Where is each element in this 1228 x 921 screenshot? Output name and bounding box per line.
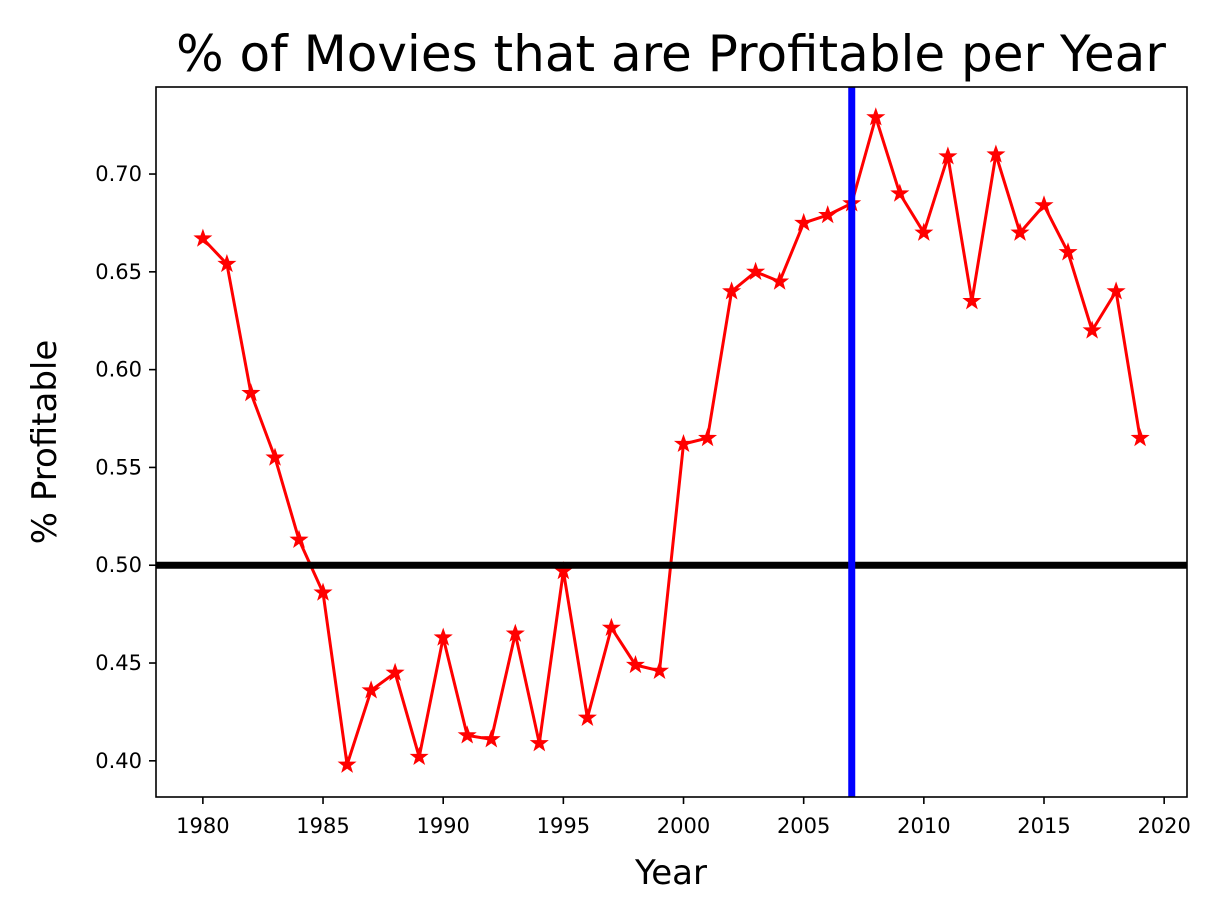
- data-point-star: [649, 660, 670, 679]
- data-point-star: [505, 623, 525, 642]
- y-tick-label: 0.70: [95, 162, 142, 186]
- data-point-star: [1034, 195, 1054, 214]
- y-tick-label: 0.65: [95, 260, 142, 284]
- data-point-star: [962, 291, 982, 310]
- data-point-star: [866, 107, 886, 126]
- x-tick-label: 2005: [777, 814, 830, 838]
- y-tick-label: 0.50: [95, 553, 142, 577]
- data-point-star: [601, 617, 621, 636]
- data-point-star: [986, 144, 1006, 163]
- x-tick-label: 2000: [657, 814, 710, 838]
- data-point-star: [577, 707, 597, 726]
- data-point-star: [265, 447, 285, 466]
- data-point-star: [818, 205, 838, 224]
- data-point-star: [289, 529, 309, 548]
- data-point-star: [722, 281, 742, 300]
- y-tick-label: 0.60: [95, 358, 142, 382]
- x-tick-label: 2015: [1017, 814, 1070, 838]
- x-tick-label: 1990: [416, 814, 469, 838]
- y-tick-label: 0.45: [95, 651, 142, 675]
- y-tick-label: 0.40: [95, 749, 142, 773]
- data-point-star: [193, 228, 213, 247]
- data-point-star: [746, 261, 766, 280]
- y-axis-label: % Profitable: [25, 340, 65, 545]
- data-point-star: [673, 433, 694, 453]
- data-point-star: [938, 146, 958, 165]
- x-tick-label: 2020: [1137, 814, 1190, 838]
- data-point-star: [529, 733, 549, 752]
- x-tick-label: 1995: [537, 814, 590, 838]
- data-point-star: [361, 680, 381, 699]
- x-tick-label: 1980: [176, 814, 229, 838]
- data-point-star: [337, 754, 357, 773]
- data-point-star: [433, 627, 453, 646]
- data-point-star: [1058, 242, 1078, 261]
- data-point-star: [457, 725, 477, 744]
- series-line: [201, 115, 1142, 767]
- axes-frame: [155, 86, 1188, 798]
- plot-area: 1980 1985 1990 1995 2000 2005 2010 2015 2020 0.40…: [95, 86, 1191, 838]
- data-point-star: [890, 183, 910, 202]
- data-point-star: [313, 582, 333, 601]
- chart-title: % of Movies that are Profitable per Year: [176, 25, 1166, 83]
- data-point-star: [625, 654, 645, 674]
- data-point-star: [385, 662, 405, 681]
- y-tick-label: 0.55: [95, 455, 142, 479]
- data-point-star: [770, 271, 790, 290]
- data-point-star: [217, 253, 237, 273]
- data-point-star: [481, 729, 501, 748]
- data-point-star: [409, 746, 429, 766]
- data-point-star: [241, 383, 261, 402]
- data-point-star: [1130, 428, 1150, 447]
- data-point-star: [1106, 281, 1126, 300]
- data-point-star: [1010, 222, 1030, 241]
- data-point-star: [914, 222, 934, 241]
- data-point-star: [1082, 320, 1102, 339]
- x-tick-label: 1985: [296, 814, 349, 838]
- data-point-star: [698, 428, 718, 447]
- x-axis-label: Year: [634, 853, 707, 893]
- x-tick-label: 2010: [897, 814, 950, 838]
- data-point-star: [794, 212, 814, 232]
